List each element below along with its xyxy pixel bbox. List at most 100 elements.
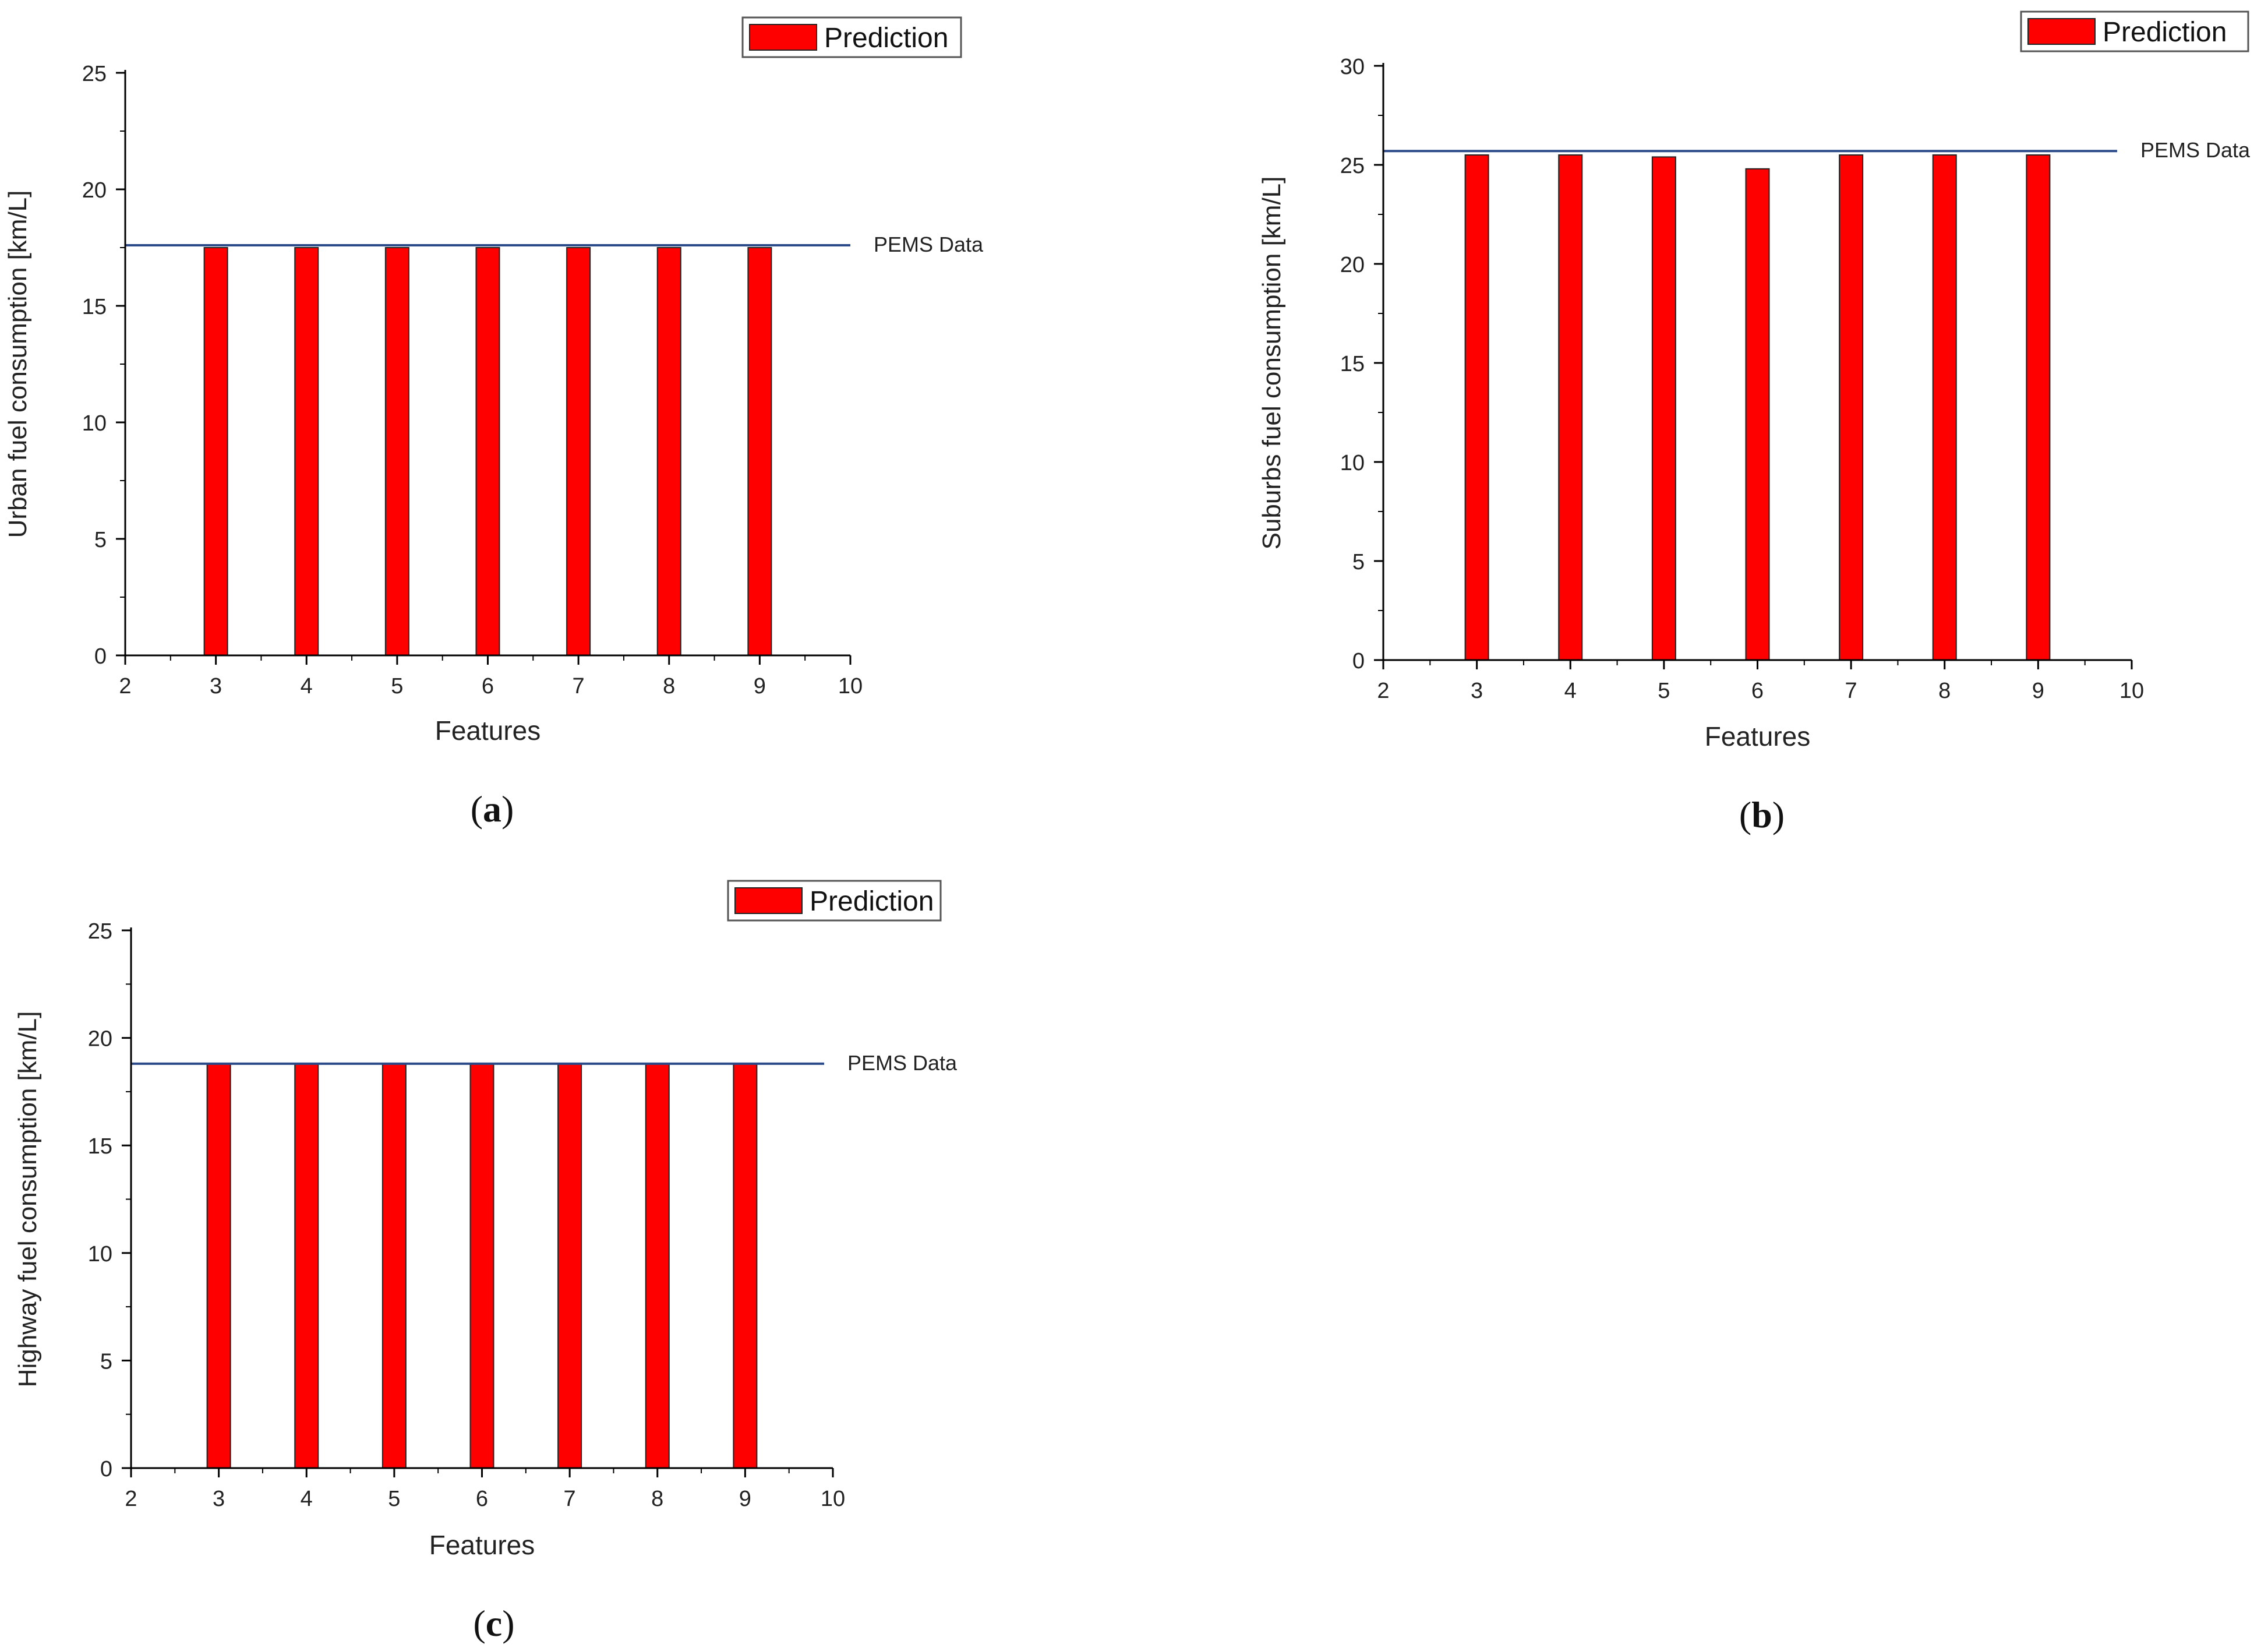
- x-tick-label: 3: [1471, 679, 1483, 703]
- pems-reference-label: PEMS Data: [2140, 138, 2251, 162]
- panel-label: (b): [1739, 794, 1785, 835]
- x-tick-label: 7: [564, 1487, 576, 1511]
- panel-label-close: ): [501, 788, 514, 830]
- panel-label-open: (: [1739, 794, 1751, 835]
- x-tick-label: 6: [1751, 679, 1764, 703]
- bar-feature-6: [1745, 168, 1770, 661]
- x-tick-label: 7: [1845, 679, 1857, 703]
- x-tick-label: 6: [482, 674, 494, 698]
- legend-label: Prediction: [810, 886, 934, 917]
- x-tick-label: 10: [2119, 679, 2144, 703]
- x-tick-label: 3: [210, 674, 222, 698]
- x-tick-label: 10: [821, 1487, 845, 1511]
- y-tick-label: 10: [1340, 451, 1365, 475]
- bar-feature-7: [566, 247, 591, 656]
- y-tick-label: 25: [82, 62, 107, 86]
- y-tick-label: 25: [88, 919, 112, 944]
- bar-feature-7: [1839, 154, 1864, 661]
- chart-panel-c: PEMS Data 0 5 10 15 20 25 2 3 4 5 6 7 8 9 10 Features Hig…: [13, 880, 958, 1644]
- bar-feature-4: [1558, 154, 1583, 661]
- bar-feature-3: [1464, 154, 1489, 661]
- x-tick-label: 4: [1564, 679, 1577, 703]
- panel-label-letter: b: [1751, 794, 1772, 835]
- legend-label: Prediction: [2103, 17, 2227, 48]
- x-axis-title: Features: [435, 715, 541, 746]
- x-axis-title: Features: [429, 1530, 535, 1560]
- bar-feature-8: [1932, 154, 1957, 661]
- chart-panel-a: PEMS Data 0 5 10 15 20 25 2 3 4 5 6 7 8 9 10 Features Urb…: [3, 16, 984, 830]
- x-tick-label: 8: [663, 674, 675, 698]
- bar-feature-9: [747, 247, 772, 656]
- x-axis-title: Features: [1705, 721, 1811, 752]
- x-tick-label: 7: [573, 674, 585, 698]
- y-axis-title: Highway fuel consumption [km/L]: [13, 1011, 42, 1388]
- legend: Prediction: [741, 16, 962, 58]
- legend: Prediction: [2020, 10, 2249, 52]
- legend-swatch: [749, 24, 817, 51]
- pems-reference-label: PEMS Data: [847, 1051, 958, 1075]
- bar-feature-6: [469, 1063, 494, 1469]
- x-tick-label: 4: [301, 674, 313, 698]
- x-tick-label: 4: [301, 1487, 313, 1511]
- y-tick-label: 5: [1352, 550, 1365, 574]
- pems-reference-label: PEMS Data: [874, 232, 984, 256]
- panel-label-close: ): [1772, 794, 1785, 835]
- bar-feature-5: [384, 247, 409, 656]
- x-tick-label: 2: [119, 674, 131, 698]
- y-tick-label: 0: [100, 1457, 112, 1481]
- y-tick-label: 20: [88, 1027, 112, 1052]
- y-tick-label: 0: [1352, 649, 1365, 673]
- x-tick-label: 6: [476, 1487, 488, 1511]
- y-tick-label: 20: [1340, 253, 1365, 277]
- y-tick-label: 25: [1340, 154, 1365, 178]
- legend-label: Prediction: [824, 23, 948, 54]
- panel-label: (c): [473, 1603, 514, 1644]
- panel-label-open: (: [471, 788, 483, 830]
- bar-feature-5: [1651, 156, 1676, 661]
- bar-feature-4: [294, 247, 319, 656]
- bar-feature-6: [475, 247, 500, 656]
- bar-feature-9: [733, 1063, 758, 1469]
- panel-label-close: ): [502, 1603, 514, 1644]
- bar-feature-5: [381, 1063, 407, 1469]
- y-tick-label: 30: [1340, 55, 1365, 79]
- chart-panel-b: PEMS Data 0 5 10 15 20 25 30 2 3 4 5 6 7 8 9 10 Features S…: [1257, 10, 2251, 835]
- panel-label: (a): [471, 788, 514, 830]
- y-tick-label: 10: [82, 411, 107, 436]
- y-axis-title: Urban fuel consumption [km/L]: [3, 190, 32, 538]
- x-tick-label: 2: [1377, 679, 1389, 703]
- bar-feature-8: [656, 247, 681, 656]
- y-tick-label: 15: [1340, 352, 1365, 376]
- x-tick-label: 2: [125, 1487, 137, 1511]
- bar-feature-7: [557, 1063, 582, 1469]
- y-tick-label: 5: [94, 528, 107, 552]
- bar-feature-8: [645, 1063, 670, 1469]
- y-tick-label: 20: [82, 178, 107, 203]
- panel-label-letter: c: [486, 1603, 502, 1644]
- y-tick-label: 15: [88, 1134, 112, 1159]
- legend: Prediction: [727, 880, 942, 922]
- x-tick-label: 5: [1658, 679, 1670, 703]
- bar-feature-9: [2026, 154, 2051, 661]
- bar-feature-3: [206, 1063, 231, 1469]
- y-tick-label: 10: [88, 1242, 112, 1267]
- y-tick-label: 15: [82, 295, 107, 319]
- bar-feature-3: [203, 247, 228, 656]
- bar-feature-4: [294, 1063, 319, 1469]
- x-tick-label: 9: [739, 1487, 751, 1511]
- x-tick-label: 8: [1938, 679, 1951, 703]
- legend-swatch: [734, 887, 803, 914]
- panel-label-open: (: [473, 1603, 485, 1644]
- y-axis-title: Suburbs fuel consumption [km/L]: [1257, 177, 1286, 550]
- x-tick-label: 10: [838, 674, 863, 698]
- legend-swatch: [2027, 18, 2096, 45]
- x-tick-label: 5: [391, 674, 403, 698]
- panel-label-letter: a: [483, 788, 501, 830]
- x-tick-label: 9: [754, 674, 766, 698]
- y-tick-label: 5: [100, 1349, 112, 1374]
- x-tick-label: 3: [213, 1487, 225, 1511]
- x-tick-label: 8: [651, 1487, 663, 1511]
